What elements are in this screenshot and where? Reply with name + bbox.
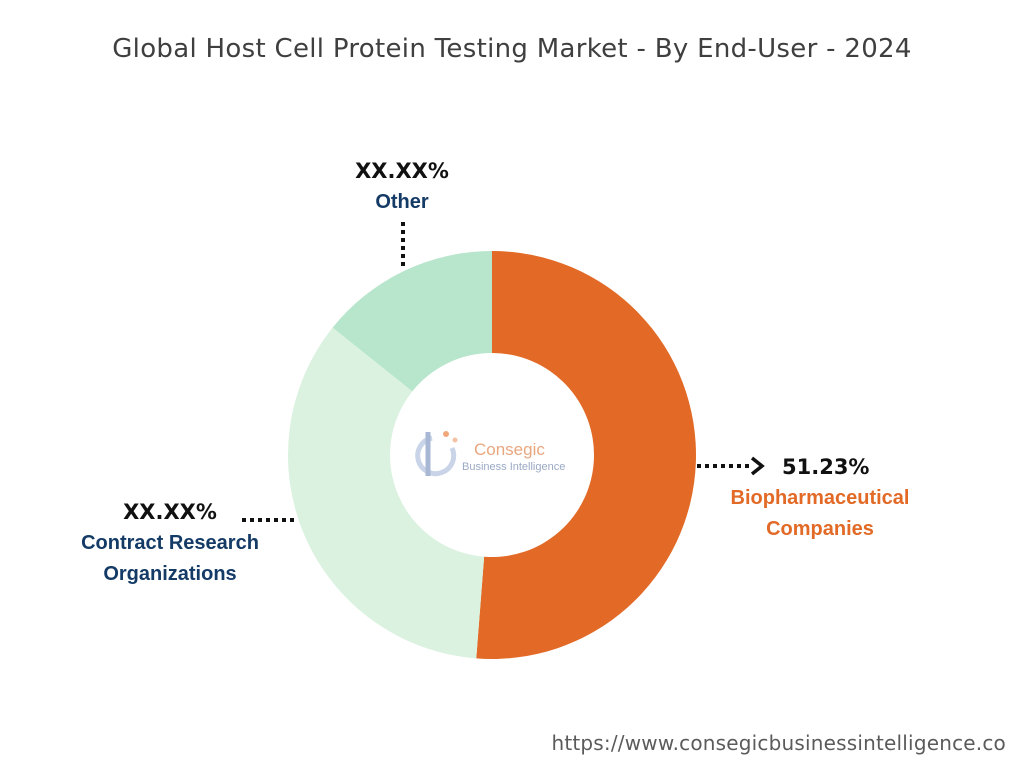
logo-name: Consegic (474, 440, 545, 459)
footer-url[interactable]: https://www.consegicbusinessintelligence… (551, 731, 1006, 755)
slice-name-cro-line2: Organizations (103, 563, 237, 585)
donut-slice-1 (288, 327, 485, 659)
slice-value-cro: XX.XX% (123, 500, 217, 524)
slice-label-cro: XX.XX% Contract Research Organizations (50, 497, 290, 590)
leader-arrowhead-bio (750, 456, 765, 476)
slice-name-bio-line1: Biopharmaceutical (730, 487, 910, 509)
slice-name-cro-line1: Contract Research (81, 532, 259, 554)
slice-name-bio-line2: Companies (766, 518, 874, 540)
logo-mark-icon (415, 431, 458, 477)
logo-tagline: Business Intelligence (462, 461, 566, 473)
slice-value-bio: 51.23% (782, 455, 870, 479)
donut-slices (288, 251, 696, 659)
logo: Consegic Business Intelligence (410, 428, 580, 482)
chart-title: Global Host Cell Protein Testing Market … (112, 34, 912, 64)
slice-value-other: XX.XX% (355, 159, 449, 183)
slice-label-bio: Biopharmaceutical Companies (700, 483, 940, 545)
donut-slice-0 (476, 251, 696, 659)
donut-slice-2 (332, 251, 492, 392)
slice-label-other: XX.XX% Other (327, 156, 477, 218)
slice-name-other: Other (375, 191, 429, 213)
